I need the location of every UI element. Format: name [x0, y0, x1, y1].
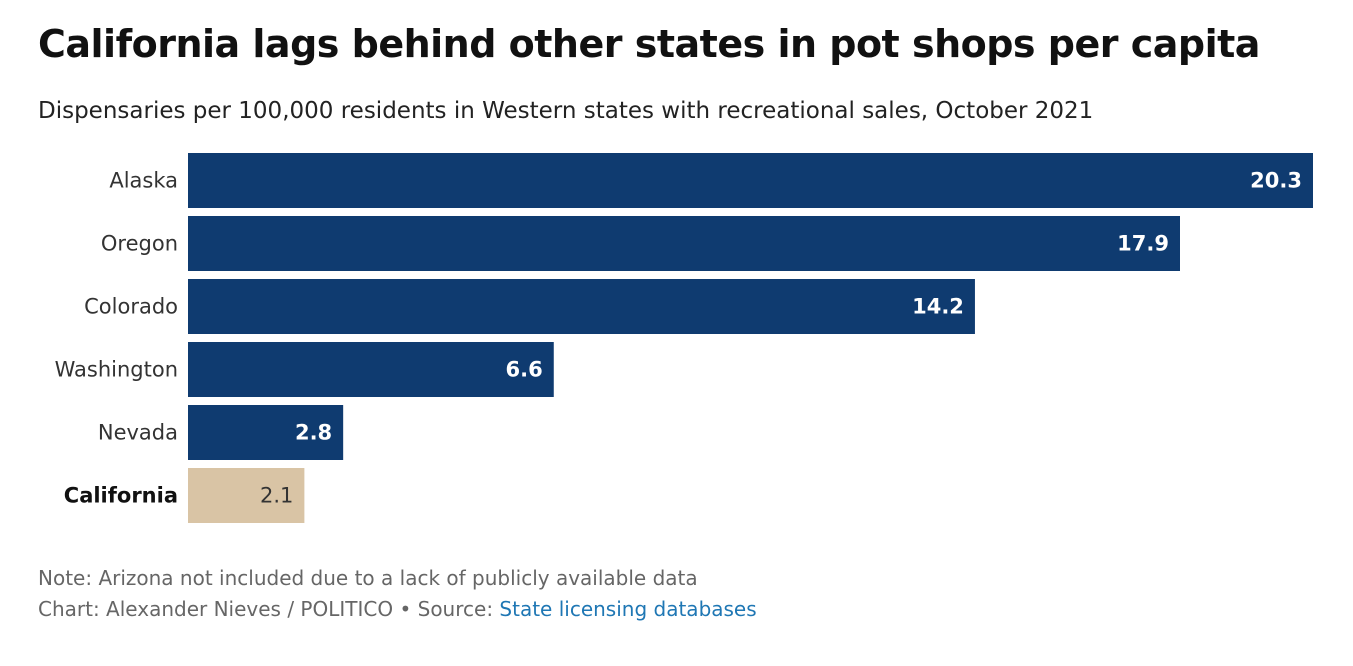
- value-label-oregon: 17.9: [1117, 232, 1169, 256]
- chart-subtitle: Dispensaries per 100,000 residents in We…: [38, 98, 1094, 124]
- bar-nevada: [188, 405, 344, 460]
- category-label-nevada: Nevada: [98, 421, 178, 445]
- category-label-california: California: [64, 484, 178, 508]
- category-label-washington: Washington: [55, 358, 178, 382]
- bar-washington: [188, 342, 554, 397]
- value-label-colorado: 14.2: [912, 295, 964, 319]
- source-prefix: Source:: [417, 597, 494, 621]
- credit-separator: •: [399, 597, 412, 621]
- credit-line: Chart: Alexander Nieves / POLITICO • Sou…: [38, 594, 757, 625]
- bar-oregon: [188, 216, 1180, 271]
- value-label-nevada: 2.8: [295, 421, 332, 445]
- bar-colorado: [188, 279, 975, 334]
- category-label-oregon: Oregon: [101, 232, 178, 256]
- bar-california: [188, 468, 305, 523]
- value-label-washington: 6.6: [506, 358, 543, 382]
- chart-title: California lags behind other states in p…: [38, 22, 1260, 66]
- bar-chart: Alaska 20.3 Oregon 17.9 Colorado 14.2 Washingt…: [55, 153, 1313, 523]
- category-label-colorado: Colorado: [84, 295, 178, 319]
- bar-alaska: [188, 153, 1313, 208]
- value-label-california: 2.1: [260, 484, 293, 508]
- source-link[interactable]: State licensing databases: [499, 597, 757, 621]
- note-text: Note: Arizona not included due to a lack…: [38, 566, 698, 590]
- credit-text: Chart: Alexander Nieves / POLITICO: [38, 597, 394, 621]
- category-label-alaska: Alaska: [109, 169, 178, 193]
- value-label-alaska: 20.3: [1250, 169, 1302, 193]
- chart-notes: Note: Arizona not included due to a lack…: [38, 563, 757, 625]
